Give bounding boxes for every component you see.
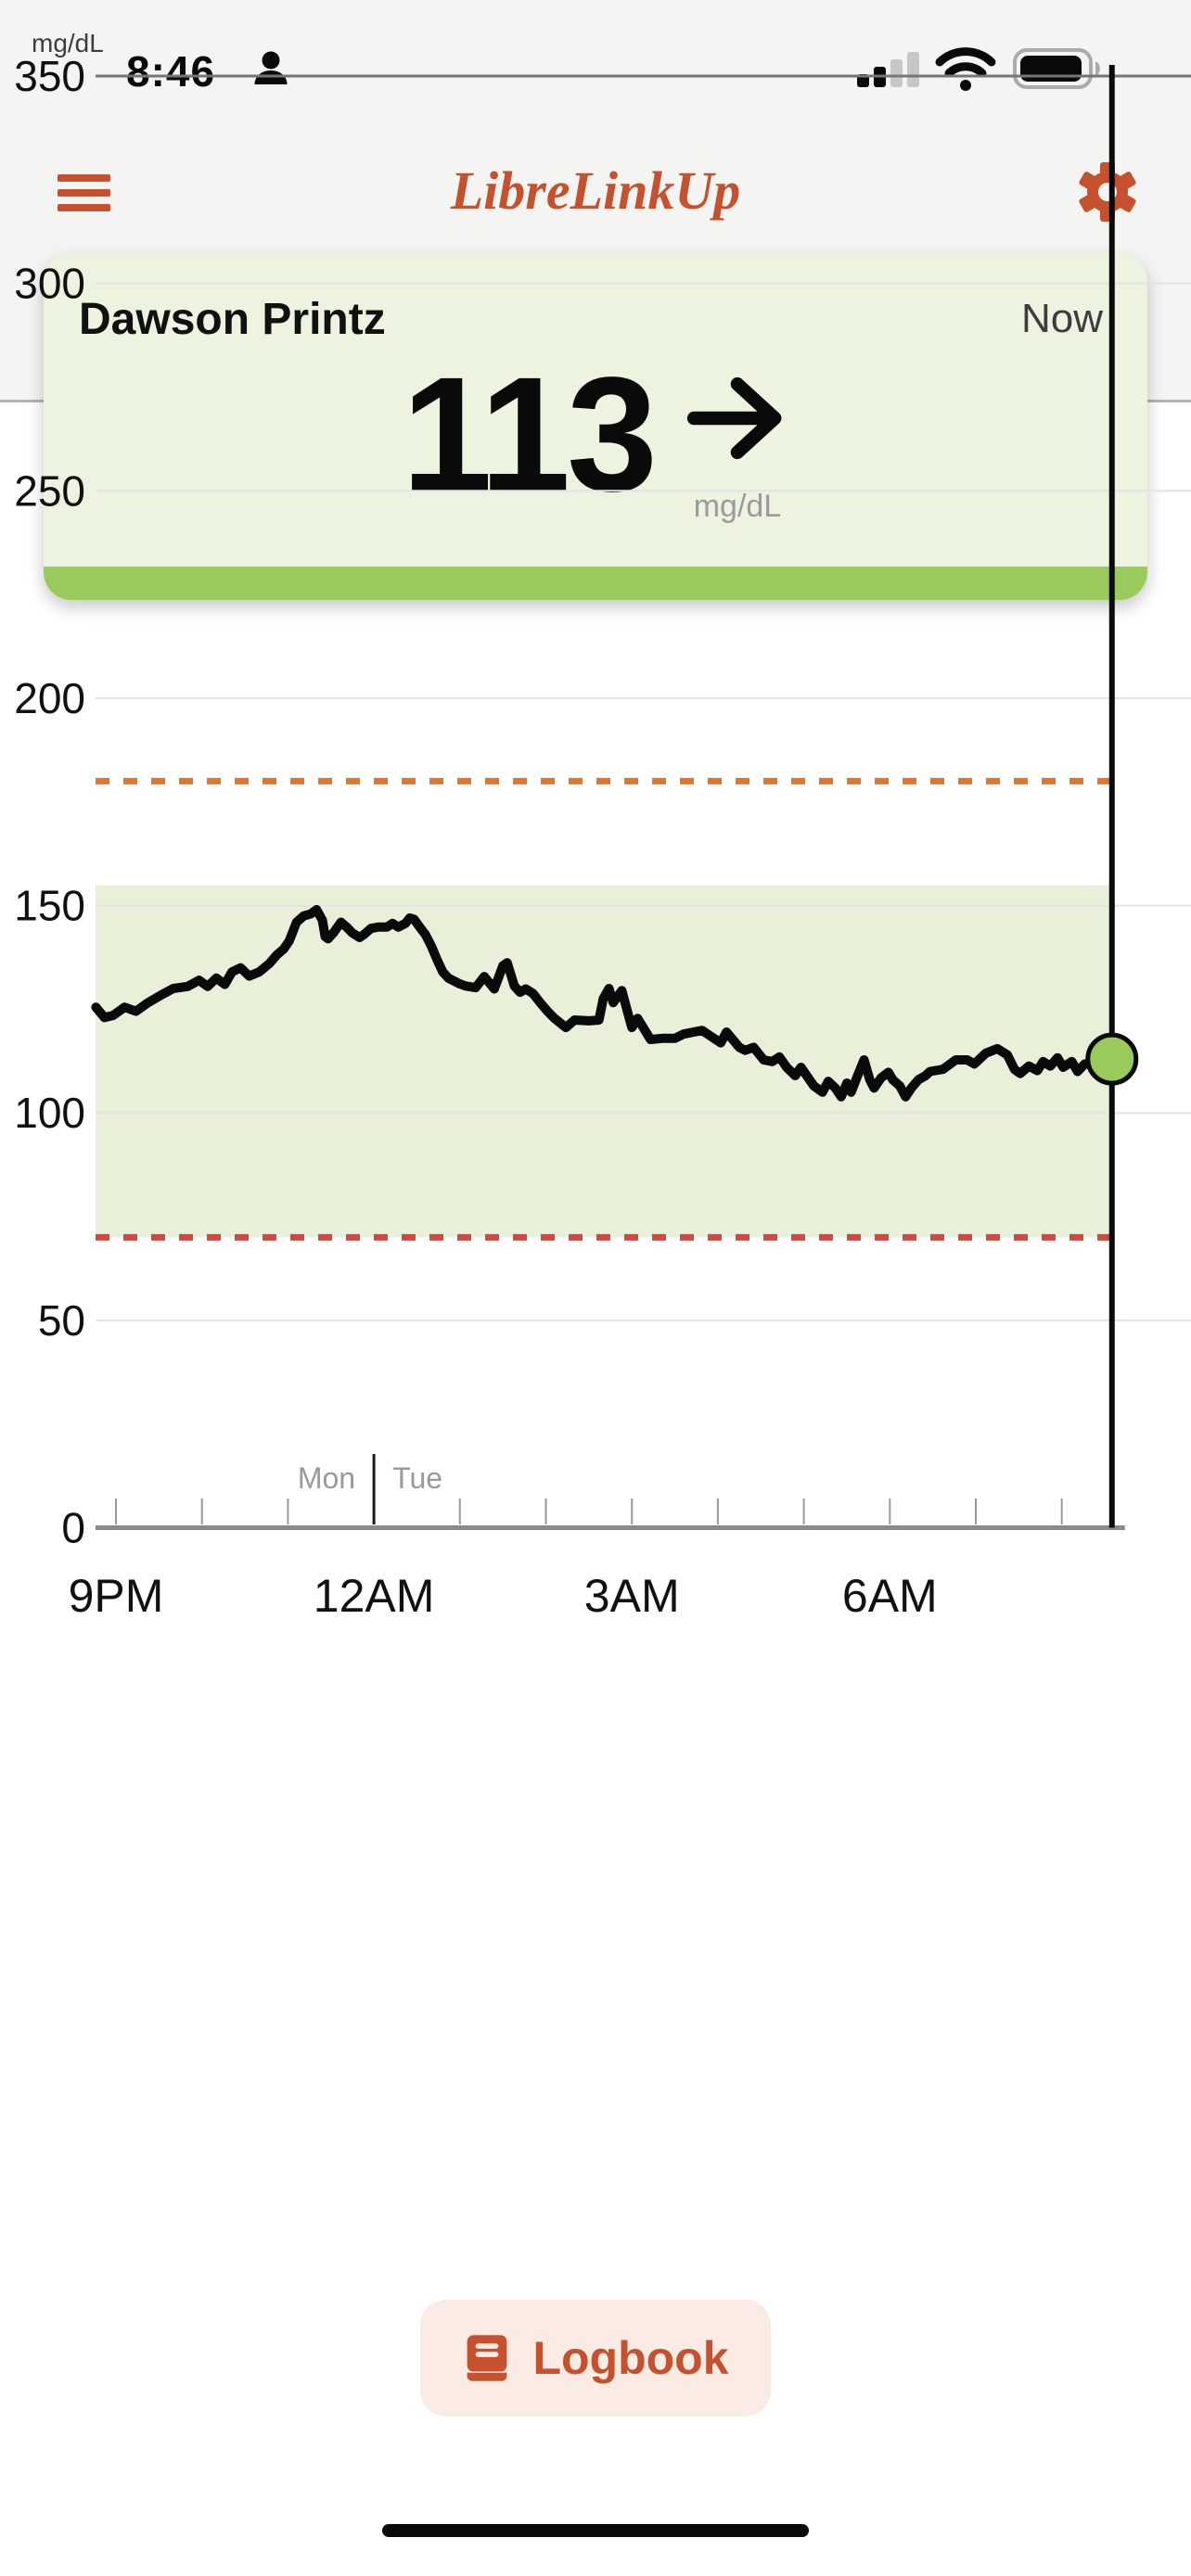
y-tick-label: 50 — [38, 1296, 85, 1345]
glucose-reading: 113 mg/dL — [44, 353, 1147, 525]
menu-bar — [58, 189, 110, 197]
y-tick-label: 250 — [14, 466, 85, 515]
day-label-right: Tue — [392, 1461, 442, 1495]
app-title: LibreLinkUp — [450, 160, 741, 221]
x-tick-label-12AM: 12AM — [314, 1570, 435, 1622]
patient-name: Dawson Printz — [79, 295, 386, 344]
logbook-label: Logbook — [532, 2332, 729, 2384]
logbook-button[interactable]: Logbook — [420, 2300, 771, 2417]
glucose-value: 113 — [402, 344, 658, 526]
status-bar-time: 8:46 — [126, 47, 216, 96]
y-tick-label: 200 — [14, 674, 85, 722]
menu-bar — [58, 174, 110, 182]
patient-glucose-card[interactable]: Dawson Printz Now 113 mg/dL — [44, 253, 1147, 600]
in-range-status-strip — [44, 567, 1147, 600]
y-tick-label: 0 — [61, 1504, 85, 1552]
y-tick-label: 150 — [14, 882, 85, 930]
menu-button[interactable] — [58, 174, 110, 211]
logbook-book-icon — [467, 2335, 507, 2381]
glucose-unit: mg/dL — [693, 489, 782, 524]
trend-steady-arrow-icon — [686, 376, 782, 460]
x-tick-label-3AM: 3AM — [584, 1570, 680, 1622]
y-tick-label: 100 — [14, 1089, 85, 1137]
current-glucose-dot — [1085, 1032, 1139, 1086]
menu-bar — [58, 204, 110, 211]
y-tick-label: 350 — [14, 52, 85, 100]
reading-timestamp: Now — [1020, 296, 1103, 341]
day-label-left: Mon — [298, 1461, 355, 1495]
x-tick-label-9PM: 9PM — [69, 1570, 164, 1622]
x-tick-label-6AM: 6AM — [842, 1570, 938, 1622]
y-tick-label: 300 — [14, 260, 85, 308]
home-indicator[interactable] — [382, 2524, 809, 2537]
glucose-trace — [91, 905, 1117, 1102]
wifi-icon — [935, 47, 996, 91]
target-range-band — [96, 885, 1112, 1238]
y-axis-unit-label: mg/dL — [32, 29, 104, 57]
